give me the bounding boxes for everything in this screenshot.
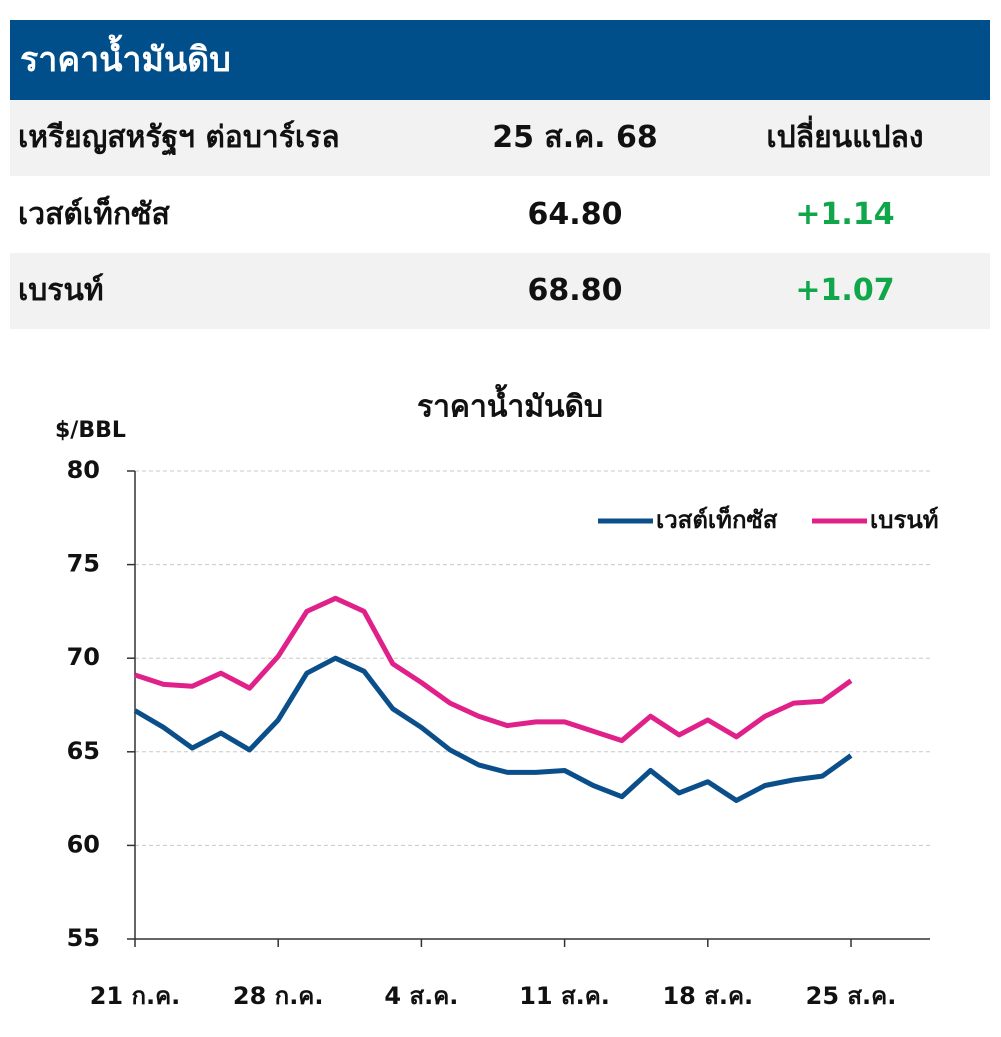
y-tick-label: 75 [67, 550, 100, 578]
table-row: เวสต์เท็กซัส 64.80 +1.14 [10, 177, 990, 253]
header-title: ราคาน้ำมันดิบ [10, 20, 990, 100]
table-header: เหรียญสหรัฐฯ ต่อบาร์เรล 25 ส.ค. 68 เปลี่… [10, 100, 990, 176]
table-header-cell: เปลี่ยนแปลง [766, 120, 924, 155]
line-series [134, 595, 853, 744]
legend-label: เวสต์เท็กซัส [656, 505, 778, 534]
line-series [133, 655, 853, 803]
y-axis-label: $/BBL [55, 418, 126, 443]
y-tick-label: 70 [67, 643, 100, 671]
table-cell: เบรนท์ [18, 273, 104, 308]
y-tick-label: 60 [67, 830, 100, 858]
table-header-cell: เหรียญสหรัฐฯ ต่อบาร์เรล [18, 120, 340, 155]
x-tick-label: 18 ส.ค. [662, 982, 753, 1010]
table-cell: 68.80 [527, 273, 623, 308]
table-row: เบรนท์ 68.80 +1.07 [10, 253, 990, 329]
x-tick-label: 28 ก.ค. [233, 982, 324, 1010]
table-header-cell: 25 ส.ค. 68 [492, 120, 658, 155]
x-tick-label: 25 ส.ค. [806, 982, 897, 1010]
legend-label: เบรนท์ [870, 506, 939, 534]
x-tick-label: 21 ก.ค. [90, 982, 181, 1010]
table-cell: 64.80 [527, 197, 623, 232]
table-cell: เวสต์เท็กซัส [18, 197, 170, 232]
x-tick-label: 11 ส.ค. [519, 982, 610, 1010]
y-tick-label: 65 [67, 737, 100, 765]
y-tick-label: 80 [67, 456, 100, 484]
x-tick-label: 4 ส.ค. [384, 982, 458, 1010]
table-cell: +1.14 [795, 197, 895, 232]
y-tick-label: 55 [67, 924, 100, 952]
chart-title: ราคาน้ำมันดิบ [417, 384, 603, 425]
chart: ราคาน้ำมันดิบ $/BBL 55 60 65 70 75 80 21 ก.ค. 2… [55, 384, 939, 1011]
table-cell: +1.07 [795, 273, 895, 308]
